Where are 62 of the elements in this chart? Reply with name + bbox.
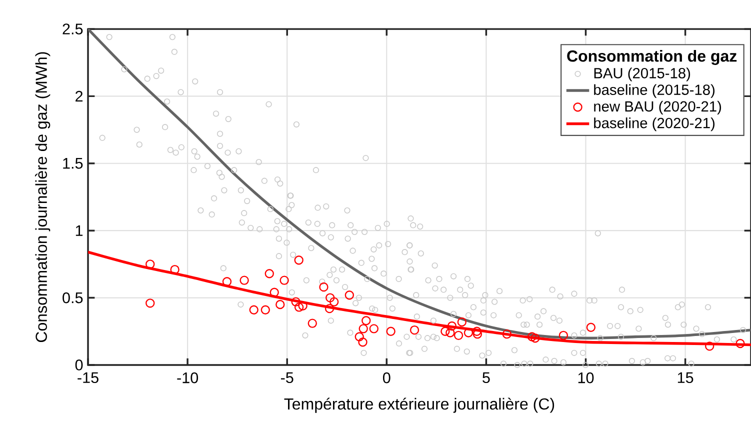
point bbox=[294, 302, 304, 312]
x-tick-label: -5 bbox=[280, 372, 294, 384]
point bbox=[704, 342, 714, 351]
point bbox=[410, 325, 420, 335]
point bbox=[446, 328, 455, 338]
legend-label: new BAU (2020-21) bbox=[594, 100, 722, 114]
y-tick-label: 1.5 bbox=[63, 158, 83, 169]
y-tick-label: 0.5 bbox=[62, 292, 83, 304]
x-tick-label: 5 bbox=[482, 372, 490, 384]
point bbox=[362, 316, 371, 326]
legend-label: baseline (2015-18) bbox=[594, 84, 714, 98]
point bbox=[447, 321, 457, 331]
point bbox=[146, 260, 155, 269]
point bbox=[326, 293, 335, 302]
point bbox=[222, 277, 232, 286]
point bbox=[369, 324, 379, 334]
x-tick-label: -15 bbox=[78, 372, 98, 384]
y-tick-label: 0 bbox=[75, 360, 83, 370]
point bbox=[240, 276, 249, 285]
x-tick-label: 0 bbox=[382, 372, 390, 384]
point bbox=[264, 268, 274, 278]
point bbox=[454, 330, 464, 340]
legend-label: BAU (2015-18) bbox=[594, 68, 690, 82]
point bbox=[294, 256, 304, 265]
point bbox=[472, 326, 482, 336]
point bbox=[354, 332, 364, 342]
x-axis-title: Température extérieure journalière (C) bbox=[284, 398, 554, 413]
point bbox=[586, 322, 596, 332]
legend-title: Consommation de gaz bbox=[567, 50, 737, 65]
point bbox=[457, 317, 467, 327]
point bbox=[329, 297, 339, 306]
point bbox=[276, 300, 285, 310]
point bbox=[527, 332, 537, 342]
y-tick-label: 1 bbox=[76, 225, 83, 236]
point bbox=[530, 334, 540, 343]
point bbox=[260, 305, 270, 314]
point bbox=[291, 297, 300, 306]
point bbox=[249, 305, 258, 314]
y-axis-title: Consommation journalière de gaz (MWh) bbox=[35, 52, 50, 342]
point bbox=[170, 264, 180, 274]
point bbox=[464, 328, 474, 338]
x-tick-label: -10 bbox=[177, 372, 198, 384]
point bbox=[558, 330, 568, 340]
y-tick-label: 2.5 bbox=[62, 24, 83, 34]
point bbox=[324, 304, 334, 314]
point bbox=[146, 298, 155, 308]
point bbox=[502, 329, 512, 339]
point bbox=[386, 326, 396, 336]
x-tick-label: 15 bbox=[678, 372, 694, 384]
legend-label: baseline (2020-21) bbox=[594, 117, 714, 132]
point bbox=[440, 326, 450, 336]
point bbox=[270, 288, 279, 298]
point bbox=[736, 338, 745, 348]
line-series bbox=[88, 250, 751, 346]
x-tick-label: 10 bbox=[578, 372, 594, 384]
point bbox=[344, 290, 354, 300]
point bbox=[358, 324, 368, 334]
y-tick-label: 2 bbox=[76, 90, 83, 102]
point bbox=[319, 282, 328, 292]
point bbox=[280, 276, 289, 285]
point bbox=[308, 318, 317, 328]
point bbox=[358, 338, 368, 347]
